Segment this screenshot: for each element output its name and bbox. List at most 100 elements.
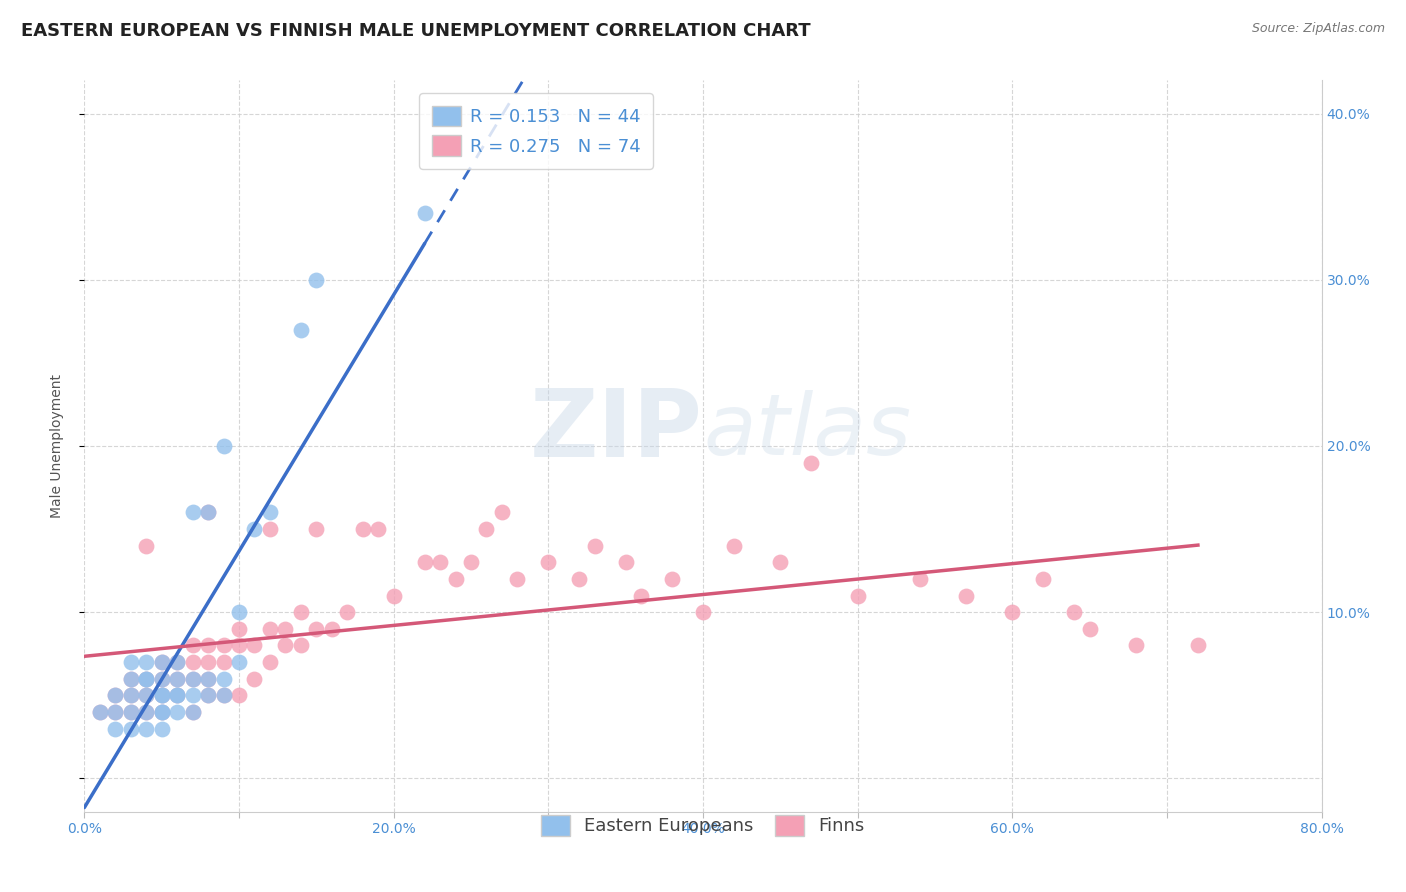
Point <box>537 555 560 569</box>
Point <box>104 705 127 719</box>
Point <box>150 655 173 669</box>
Point <box>305 522 328 536</box>
Point <box>800 456 823 470</box>
Point <box>197 689 219 703</box>
Point <box>197 506 219 520</box>
Point <box>150 705 173 719</box>
Point <box>475 522 498 536</box>
Point <box>181 705 204 719</box>
Point <box>506 572 529 586</box>
Point <box>352 522 374 536</box>
Point <box>166 689 188 703</box>
Text: Source: ZipAtlas.com: Source: ZipAtlas.com <box>1251 22 1385 36</box>
Point <box>228 639 250 653</box>
Point <box>135 689 157 703</box>
Point <box>104 689 127 703</box>
Point <box>228 622 250 636</box>
Point <box>181 705 204 719</box>
Point <box>120 672 142 686</box>
Point <box>181 689 204 703</box>
Point <box>89 705 111 719</box>
Point <box>181 655 204 669</box>
Point <box>120 689 142 703</box>
Point <box>181 506 204 520</box>
Point <box>120 655 142 669</box>
Point <box>290 323 312 337</box>
Point <box>89 705 111 719</box>
Point <box>166 689 188 703</box>
Point <box>212 689 235 703</box>
Point <box>135 539 157 553</box>
Point <box>444 572 467 586</box>
Point <box>135 672 157 686</box>
Point <box>336 605 359 619</box>
Point <box>150 655 173 669</box>
Point <box>259 655 281 669</box>
Point <box>197 506 219 520</box>
Point <box>150 689 173 703</box>
Point <box>846 589 869 603</box>
Point <box>1001 605 1024 619</box>
Point <box>382 589 405 603</box>
Point <box>367 522 389 536</box>
Point <box>321 622 343 636</box>
Point <box>166 689 188 703</box>
Point <box>166 655 188 669</box>
Point <box>955 589 977 603</box>
Point <box>692 605 714 619</box>
Point <box>723 539 745 553</box>
Point <box>212 689 235 703</box>
Point <box>274 639 297 653</box>
Point <box>243 639 266 653</box>
Point <box>305 273 328 287</box>
Point <box>166 672 188 686</box>
Text: EASTERN EUROPEAN VS FINNISH MALE UNEMPLOYMENT CORRELATION CHART: EASTERN EUROPEAN VS FINNISH MALE UNEMPLO… <box>21 22 811 40</box>
Point <box>259 622 281 636</box>
Point <box>181 672 204 686</box>
Point <box>104 705 127 719</box>
Point <box>259 506 281 520</box>
Point <box>769 555 792 569</box>
Point <box>150 672 173 686</box>
Point <box>150 689 173 703</box>
Point <box>614 555 637 569</box>
Point <box>166 672 188 686</box>
Point <box>305 622 328 636</box>
Point <box>212 672 235 686</box>
Point <box>166 705 188 719</box>
Point <box>630 589 652 603</box>
Point <box>197 672 219 686</box>
Point <box>1187 639 1209 653</box>
Point <box>243 522 266 536</box>
Point <box>212 439 235 453</box>
Point <box>228 605 250 619</box>
Point <box>212 639 235 653</box>
Legend: Eastern Europeans, Finns: Eastern Europeans, Finns <box>534 807 872 843</box>
Point <box>413 555 436 569</box>
Point <box>212 655 235 669</box>
Y-axis label: Male Unemployment: Male Unemployment <box>49 374 63 518</box>
Point <box>120 705 142 719</box>
Point <box>228 689 250 703</box>
Point <box>120 672 142 686</box>
Point <box>181 672 204 686</box>
Point <box>150 705 173 719</box>
Point <box>908 572 931 586</box>
Point <box>1078 622 1101 636</box>
Text: atlas: atlas <box>703 390 911 473</box>
Point <box>429 555 451 569</box>
Point <box>661 572 683 586</box>
Point <box>197 672 219 686</box>
Point <box>135 705 157 719</box>
Point <box>274 622 297 636</box>
Point <box>150 689 173 703</box>
Point <box>583 539 606 553</box>
Point <box>1032 572 1054 586</box>
Point <box>181 639 204 653</box>
Point <box>150 705 173 719</box>
Point <box>197 639 219 653</box>
Point <box>460 555 482 569</box>
Point <box>150 672 173 686</box>
Point <box>166 655 188 669</box>
Point <box>568 572 591 586</box>
